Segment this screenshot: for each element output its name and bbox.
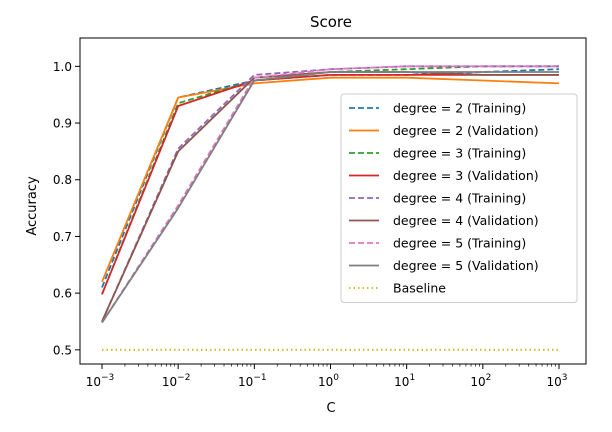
legend-label: degree = 4 (Validation) xyxy=(393,213,539,228)
x-axis-label: C xyxy=(326,401,335,416)
series-line-8 xyxy=(101,71,559,324)
plot-area xyxy=(79,37,587,365)
legend-label: degree = 5 (Training) xyxy=(393,236,526,251)
legend-label: degree = 3 (Validation) xyxy=(393,168,539,183)
x-tick-label: 100 xyxy=(318,373,339,389)
legend-label: Baseline xyxy=(393,281,446,296)
x-tick-label: 102 xyxy=(470,373,491,389)
plot-frame xyxy=(79,37,587,365)
x-axis: 10−3 10−2 10−1 100 101 102 103 xyxy=(86,364,568,389)
legend-label: degree = 2 (Validation) xyxy=(393,123,539,138)
x-tick-label: 10−3 xyxy=(86,373,115,389)
y-tick-label: 1.0 xyxy=(53,60,72,74)
series-line-7 xyxy=(101,65,559,324)
series-line-2 xyxy=(101,76,560,283)
legend-label: degree = 5 (Validation) xyxy=(393,258,539,273)
legend-box xyxy=(340,93,578,303)
chart-title: Score xyxy=(310,13,352,31)
y-axis: 0.5 0.6 0.7 0.8 0.9 1.0 xyxy=(53,60,80,357)
y-tick-label: 0.9 xyxy=(53,117,72,131)
y-tick-label: 0.7 xyxy=(53,230,72,244)
legend-label: degree = 4 (Training) xyxy=(393,191,526,206)
x-tick-label: 10−1 xyxy=(238,373,267,389)
legend: degree = 2 (Training) degree = 2 (Validat… xyxy=(340,93,578,303)
x-tick-label: 10−2 xyxy=(162,373,191,389)
y-tick-label: 0.8 xyxy=(53,173,72,187)
legend-label: degree = 2 (Training) xyxy=(393,101,526,116)
x-tick-label: 101 xyxy=(394,373,415,389)
y-tick-label: 0.6 xyxy=(53,287,72,301)
series-layer xyxy=(101,65,560,351)
y-tick-label: 0.5 xyxy=(53,343,72,357)
legend-label: degree = 3 (Training) xyxy=(393,146,526,161)
y-axis-label: Accuracy xyxy=(25,176,40,236)
x-tick-label: 103 xyxy=(546,373,567,389)
